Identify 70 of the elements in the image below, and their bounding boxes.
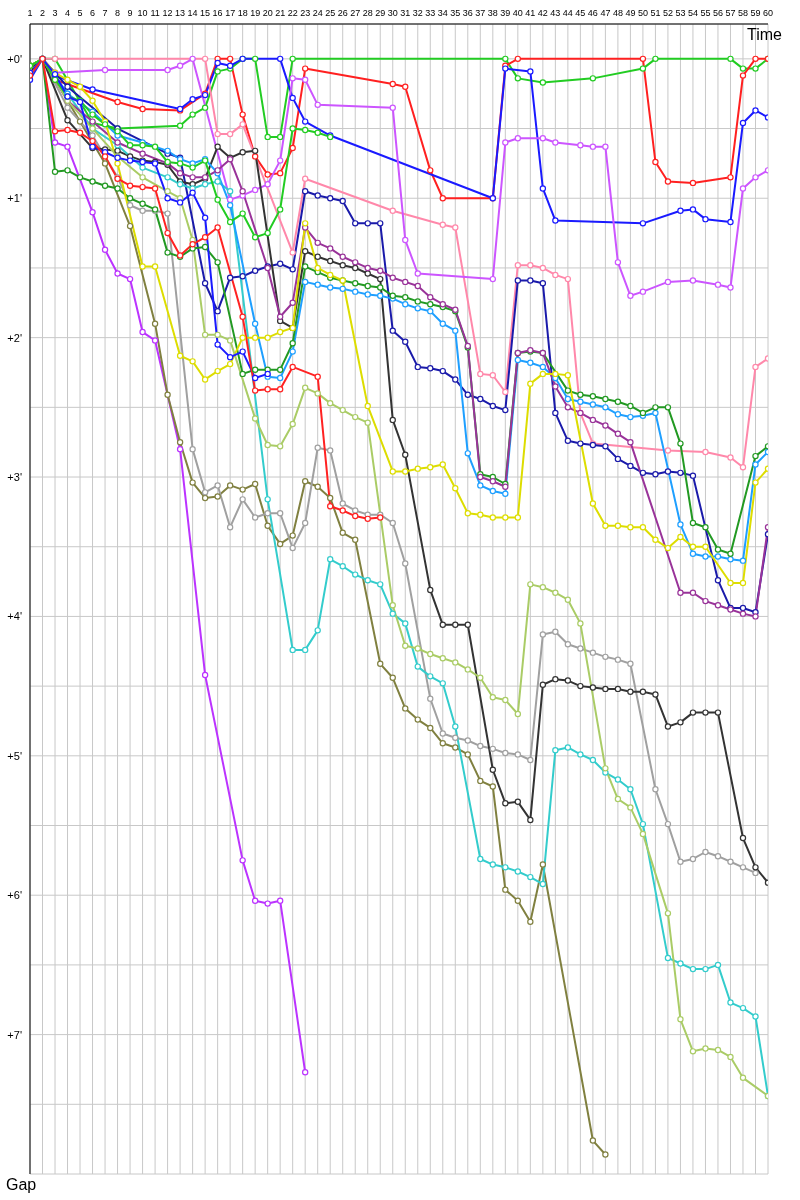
x-axis-title: Time: [747, 26, 782, 44]
x-tick-label: 29: [375, 8, 386, 18]
x-tick-label: 12: [162, 8, 173, 18]
y-tick-label: +5': [7, 749, 22, 762]
x-tick-label: 26: [337, 8, 348, 18]
x-tick-label: 33: [425, 8, 436, 18]
x-tick-label: 23: [300, 8, 311, 18]
x-tick-label: 20: [262, 8, 273, 18]
x-tick-label: 1: [27, 8, 33, 18]
x-tick-label: 10: [137, 8, 148, 18]
x-tick-label: 49: [625, 8, 636, 18]
x-tick-label: 48: [612, 8, 623, 18]
y-tick-label: +1': [7, 192, 22, 205]
x-tick-label: 4: [65, 8, 71, 18]
x-tick-label: 25: [325, 8, 336, 18]
x-tick-label: 27: [350, 8, 361, 18]
x-tick-label: 51: [650, 8, 661, 18]
y-axis-title: Gap: [6, 1176, 37, 1194]
y-tick-label: +6': [7, 889, 22, 902]
x-tick-label: 2: [40, 8, 46, 18]
x-tick-label: 37: [475, 8, 486, 18]
x-tick-label: 11: [150, 8, 160, 18]
x-tick-label: 35: [450, 8, 461, 18]
x-tick-label: 52: [662, 8, 673, 18]
x-tick-label: 43: [550, 8, 561, 18]
x-tick-label: 34: [437, 8, 448, 18]
x-tick-label: 44: [562, 8, 573, 18]
x-tick-label: 42: [537, 8, 548, 18]
x-tick-label: 58: [737, 8, 748, 18]
x-tick-label: 45: [575, 8, 586, 18]
x-tick-label: 53: [675, 8, 686, 18]
x-tick-label: 50: [637, 8, 648, 18]
x-tick-label: 30: [387, 8, 398, 18]
y-tick-label: +0': [7, 52, 22, 65]
x-tick-label: 36: [462, 8, 473, 18]
y-tick-label: +3': [7, 470, 22, 483]
x-tick-label: 22: [287, 8, 298, 18]
x-tick-label: 46: [587, 8, 598, 18]
x-tick-label: 3: [52, 8, 58, 18]
x-tick-label: 17: [225, 8, 236, 18]
x-tick-label: 16: [212, 8, 223, 18]
x-tick-label: 56: [712, 8, 723, 18]
x-tick-label: 5: [77, 8, 83, 18]
x-tick-label: 24: [312, 8, 323, 18]
x-tick-label: 40: [512, 8, 523, 18]
x-tick-label: 13: [175, 8, 186, 18]
x-tick-label: 9: [127, 8, 133, 18]
x-tick-label: 54: [687, 8, 698, 18]
x-tick-label: 18: [237, 8, 248, 18]
x-tick-label: 32: [412, 8, 423, 18]
x-tick-label: 39: [500, 8, 511, 18]
x-tick-label: 14: [187, 8, 198, 18]
x-tick-label: 6: [90, 8, 96, 18]
x-tick-label: 15: [200, 8, 211, 18]
x-tick-label: 59: [750, 8, 761, 18]
x-tick-label: 8: [115, 8, 121, 18]
x-tick-label: 57: [725, 8, 736, 18]
y-tick-label: +7': [7, 1028, 22, 1041]
y-tick-label: +2': [7, 331, 22, 344]
x-tick-label: 47: [600, 8, 611, 18]
x-tick-label: 19: [250, 8, 261, 18]
x-tick-label: 41: [525, 8, 536, 18]
x-tick-label: 31: [400, 8, 411, 18]
x-tick-label: 55: [700, 8, 711, 18]
y-tick-label: +4': [7, 610, 22, 623]
x-tick-label: 38: [487, 8, 498, 18]
x-tick-label: 21: [275, 8, 286, 18]
x-tick-label: 7: [102, 8, 108, 18]
x-tick-label: 60: [762, 8, 774, 18]
x-tick-label: 28: [362, 8, 373, 18]
